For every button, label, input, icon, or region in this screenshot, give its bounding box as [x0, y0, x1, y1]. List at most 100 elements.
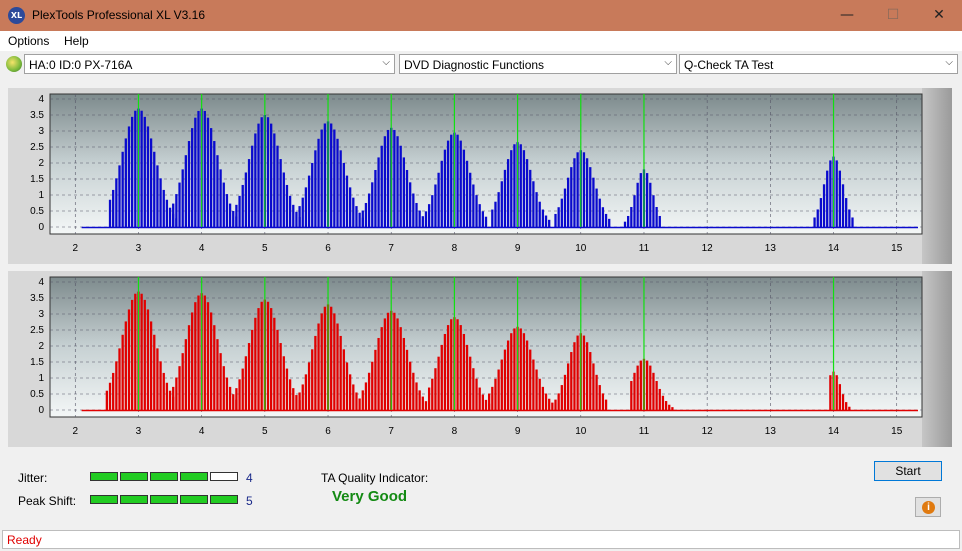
- chart-bar: [510, 333, 513, 410]
- chart-bar: [118, 165, 121, 227]
- chart-bar: [399, 327, 402, 410]
- chart-bar: [573, 158, 576, 227]
- chart-bar: [851, 217, 854, 227]
- chart-bar: [563, 188, 567, 227]
- chart-bar: [143, 116, 146, 227]
- minimize-button[interactable]: —: [840, 7, 854, 23]
- chart-bar: [484, 399, 488, 410]
- x-tick-label: 7: [388, 426, 394, 437]
- toolbar: HA:0 ID:0 PX-716A ⌵ DVD Diagnostic Funct…: [0, 52, 962, 78]
- chart-bar: [576, 152, 579, 227]
- info-button[interactable]: i: [915, 497, 941, 517]
- x-tick-label: 12: [702, 426, 714, 437]
- chart-bar: [601, 393, 605, 410]
- chart-bar: [358, 212, 361, 227]
- chart-bar: [323, 123, 327, 227]
- chart-bar: [194, 117, 197, 227]
- chart-bar: [251, 329, 254, 410]
- chevron-down-icon: ⌵: [945, 57, 953, 68]
- chart-bar: [336, 138, 339, 227]
- chart-bar: [314, 335, 317, 410]
- chart-bar: [222, 182, 225, 227]
- window-title: PlexTools Professional XL V3.16: [32, 8, 205, 22]
- chart-bar: [213, 325, 216, 410]
- chart-bar: [412, 193, 415, 227]
- chart-bar: [130, 116, 134, 227]
- y-tick-label: 3.5: [30, 110, 44, 121]
- chart-bar: [513, 328, 516, 410]
- chart-bar: [130, 299, 134, 410]
- chart-bar: [311, 349, 314, 410]
- chart-bar: [582, 152, 586, 227]
- maximize-button[interactable]: ☐: [886, 7, 900, 23]
- x-tick-label: 3: [136, 243, 142, 254]
- chart-bar: [115, 361, 118, 410]
- chart-bar: [592, 363, 595, 410]
- chart-bar: [639, 173, 642, 227]
- chart-bar: [270, 123, 273, 227]
- chart-bar: [191, 128, 194, 227]
- chart-bar: [525, 159, 529, 227]
- chart-bar: [187, 325, 191, 410]
- chart-bar: [140, 110, 143, 227]
- chart-bar: [500, 359, 503, 410]
- chart-bar: [560, 198, 563, 227]
- chart-bar: [339, 335, 342, 410]
- chart-bar: [566, 363, 570, 410]
- drive-select[interactable]: HA:0 ID:0 PX-716A ⌵: [24, 54, 395, 74]
- x-tick-label: 11: [639, 426, 650, 437]
- chart-bar: [140, 293, 143, 410]
- chart-bar: [393, 312, 396, 410]
- menu-help[interactable]: Help: [64, 34, 89, 48]
- chart-bar: [510, 150, 513, 227]
- chart-bar: [156, 348, 159, 410]
- chart-bar: [456, 134, 459, 227]
- chart-bar: [598, 198, 601, 227]
- chart-bar: [118, 348, 121, 410]
- chart-bar: [149, 321, 153, 410]
- x-tick-label: 10: [575, 243, 587, 254]
- chart-bar: [544, 393, 548, 410]
- jitter-meter: [90, 472, 242, 482]
- chart-bar: [127, 309, 131, 410]
- menu-options[interactable]: Options: [8, 34, 50, 48]
- chart-bar: [633, 195, 636, 227]
- chart-bar: [475, 195, 478, 227]
- chart-bar: [361, 210, 364, 227]
- chart-bar: [187, 141, 191, 227]
- chart-bar: [563, 374, 567, 410]
- chart-bar: [623, 221, 627, 227]
- chart-bar: [532, 181, 535, 227]
- chart-bar: [604, 213, 608, 227]
- chart-bar: [241, 368, 244, 410]
- chart-bar: [541, 386, 545, 410]
- chart-bar: [295, 211, 298, 227]
- chart-bar: [371, 182, 374, 227]
- chart-bar: [576, 335, 579, 410]
- chart-bar: [655, 207, 658, 227]
- chart-bar: [348, 374, 352, 410]
- chart-bar: [494, 201, 497, 227]
- chart-bar: [336, 323, 339, 410]
- chart-bar: [301, 384, 304, 410]
- app-icon: XL: [8, 7, 25, 24]
- chart-bar: [497, 369, 500, 410]
- chart-bar: [519, 328, 522, 410]
- chart-bar: [235, 204, 238, 227]
- y-tick-label: 0: [38, 405, 44, 416]
- meter-segment: [180, 495, 208, 504]
- chart-bar: [503, 169, 507, 227]
- chart-bar: [494, 378, 497, 410]
- meter-segment: [120, 472, 148, 481]
- close-button[interactable]: ✕: [933, 7, 945, 23]
- chart-bar: [538, 378, 541, 410]
- chart-bar: [257, 308, 260, 410]
- start-button[interactable]: Start: [874, 461, 942, 481]
- chart-bar: [266, 117, 270, 227]
- y-tick-label: 0.5: [30, 389, 44, 400]
- chart-bar: [254, 133, 257, 227]
- test-select[interactable]: Q-Check TA Test ⌵: [679, 54, 958, 74]
- chart-bar: [238, 379, 241, 410]
- function-select[interactable]: DVD Diagnostic Functions ⌵: [399, 54, 677, 74]
- chart-bar: [206, 117, 210, 227]
